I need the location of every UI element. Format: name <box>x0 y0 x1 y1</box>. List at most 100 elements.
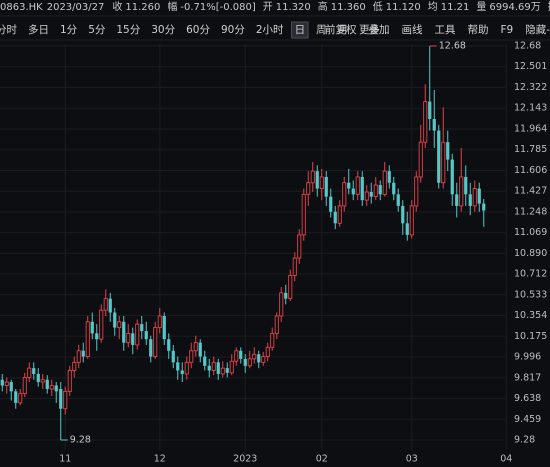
tool-button[interactable]: 叠加 <box>368 24 389 36</box>
candle-body <box>54 385 58 392</box>
candle-body <box>428 101 432 120</box>
candle-body <box>9 382 13 392</box>
candle-body <box>432 119 436 131</box>
candle-body <box>292 257 297 276</box>
candle-body <box>441 141 446 184</box>
field-label: 高 <box>318 0 328 13</box>
candle-body <box>319 176 324 189</box>
candle-body <box>247 358 252 367</box>
field-label: 换 <box>548 0 550 13</box>
candle-body <box>437 130 441 183</box>
candle-body <box>216 362 220 374</box>
tool-button[interactable]: F9 <box>500 24 513 36</box>
candle-body <box>63 390 68 410</box>
y-tick-label: 10.533 <box>514 289 547 300</box>
candle-body <box>342 182 347 207</box>
y-tick-label: 10.354 <box>514 310 547 321</box>
candle-body <box>459 176 464 207</box>
period-tab[interactable]: 多日 <box>28 23 49 36</box>
candle-body <box>288 274 293 300</box>
candle-body <box>49 385 54 390</box>
candle-body <box>85 321 90 358</box>
field-label: 量 <box>476 1 486 13</box>
candle-body <box>59 389 63 409</box>
candle-body <box>149 339 153 357</box>
candle-body <box>126 332 131 344</box>
candle-body <box>360 176 364 201</box>
candle-body <box>225 368 229 373</box>
candle-body <box>4 381 9 386</box>
tool-button[interactable]: 前复权 <box>325 23 357 36</box>
field-value: -0.71%[-0.080] <box>180 2 256 13</box>
field-label: 低 <box>373 0 383 13</box>
y-tick-label: 10.175 <box>514 331 547 342</box>
candle-body <box>455 194 459 206</box>
candle-body <box>157 315 162 329</box>
candle-body <box>45 379 49 390</box>
candle-body <box>167 339 171 351</box>
period-tab[interactable]: 30分 <box>151 24 175 36</box>
period-tab[interactable]: 更多 <box>359 23 380 36</box>
candle-body <box>409 205 414 236</box>
candle-body <box>477 188 481 204</box>
y-tick-label: 9.817 <box>514 372 541 383</box>
candle-body <box>67 370 72 392</box>
candle-body <box>418 141 423 178</box>
period-tab[interactable]: 15分 <box>116 24 140 36</box>
period-tab[interactable]: 5分 <box>88 24 106 36</box>
field-label: 收 <box>112 0 122 13</box>
y-tick-label: 9.638 <box>514 393 541 404</box>
period-tab[interactable]: 1分 <box>60 24 78 36</box>
y-tick-label: 11.427 <box>514 186 547 197</box>
tool-button[interactable]: 帮助 <box>467 23 488 36</box>
candle-body <box>315 171 319 189</box>
candle-body <box>337 205 342 224</box>
tool-button[interactable]: 工具 <box>434 24 455 36</box>
period-tab[interactable]: 60分 <box>186 24 210 36</box>
max-label: 12.68 <box>439 41 466 52</box>
field-label: 幅 <box>167 0 177 13</box>
period-tab[interactable]: 周 <box>316 24 327 36</box>
candle-body <box>472 188 477 207</box>
candle-body <box>220 367 225 375</box>
y-tick-label: 9.996 <box>514 352 541 363</box>
x-tick-label: 12 <box>154 454 166 465</box>
candle-body <box>153 327 158 358</box>
date: 2023/03/27 <box>47 2 105 13</box>
candle-body <box>396 194 400 206</box>
candle-body <box>270 332 275 348</box>
candle-body <box>297 234 302 259</box>
candle-body <box>81 350 85 357</box>
candle-body <box>355 176 360 195</box>
period-tab[interactable]: 分时 <box>0 24 17 36</box>
candle-body <box>99 309 104 340</box>
candle-body <box>369 192 373 197</box>
tool-button[interactable]: 画线 <box>401 23 422 36</box>
period-tab[interactable]: 90分 <box>221 24 245 36</box>
field-value: 11.260 <box>125 2 160 13</box>
plot: 12.68 12.501 12.322 12.143 11.964 11.785 11.60… <box>0 41 547 465</box>
period-tab[interactable]: 2小时 <box>256 24 284 36</box>
candle-body <box>468 194 472 206</box>
candle-body <box>27 367 32 378</box>
candle-body <box>14 391 18 403</box>
symbol: 0863.HK <box>0 2 43 13</box>
y-tick-label: 11.785 <box>514 144 547 155</box>
candle-body <box>324 176 328 197</box>
period-tab[interactable]: 月 <box>338 24 349 36</box>
field-label: 开 <box>263 2 273 13</box>
candle-body <box>423 101 428 143</box>
candle-body <box>144 331 148 340</box>
candle-body <box>184 361 189 375</box>
x-tick-label: 2023 <box>233 454 257 465</box>
field-value: 11.360 <box>331 2 366 13</box>
period-tab[interactable]: 日 <box>295 24 306 36</box>
y-tick-label: 11.606 <box>514 165 547 176</box>
y-tick-label: 12.322 <box>514 82 547 93</box>
candle-body <box>387 171 391 183</box>
candle-body <box>176 362 180 371</box>
y-tick-label: 12.68 <box>514 41 541 52</box>
tool-button[interactable]: 隐藏- <box>525 24 550 36</box>
candle-body <box>18 393 23 404</box>
